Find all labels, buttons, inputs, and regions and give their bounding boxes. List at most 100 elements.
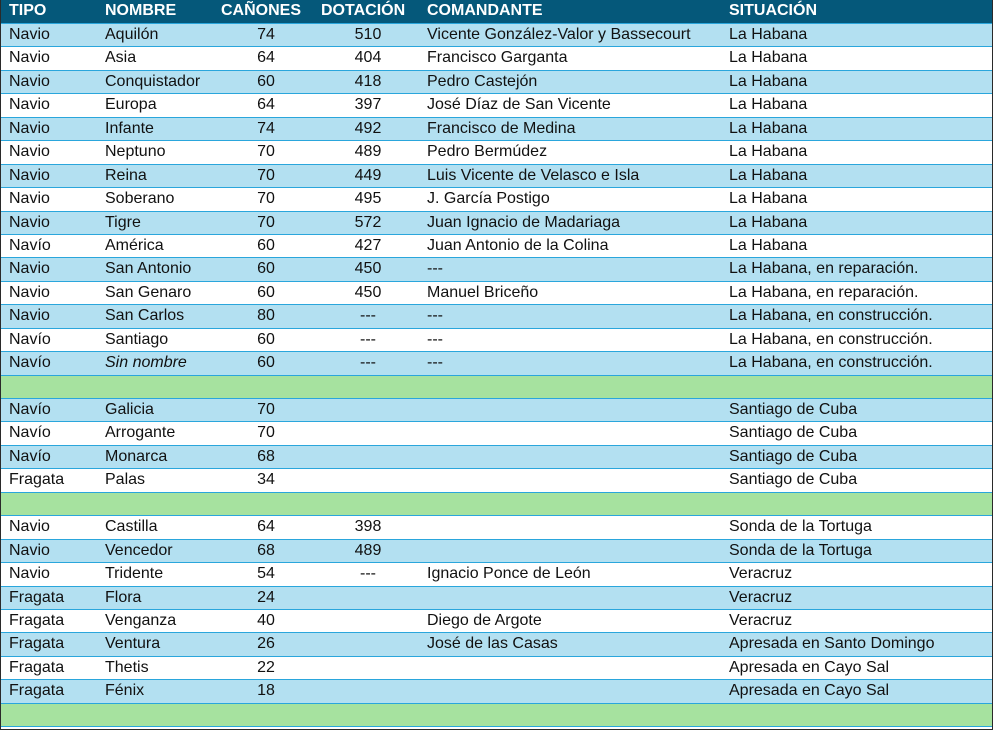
header-comandante: COMANDANTE <box>427 2 543 19</box>
cell-dotacion: 489 <box>354 541 382 559</box>
cell-situacion: Apresada en Cayo Sal <box>729 682 890 700</box>
cell-tipo: Fragata <box>9 588 65 606</box>
cell-comandante: Pedro Castejón <box>427 72 538 90</box>
cell-situacion: La Habana, en reparación. <box>729 260 919 278</box>
cell-tipo: Navio <box>9 213 50 231</box>
cell-situacion: Santiago de Cuba <box>729 401 858 418</box>
cell-tipo: Navio <box>9 143 50 161</box>
cell-nombre: Sin nombre <box>105 354 187 372</box>
cell-canones: 60 <box>257 354 275 372</box>
cell-dotacion: --- <box>360 330 376 348</box>
cell-situacion: Santiago de Cuba <box>729 471 858 489</box>
cell-dotacion: 510 <box>354 26 382 43</box>
cell-comandante: J. García Postigo <box>427 190 550 208</box>
cell-nombre: Palas <box>105 471 146 489</box>
cell-nombre: San Genaro <box>105 283 192 301</box>
table-row: Navio Tridente 54 --- Ignacio Ponce de León V… <box>1 563 992 587</box>
cell-situacion: Santiago de Cuba <box>729 447 858 465</box>
cell-dotacion: 404 <box>354 49 382 67</box>
cell-tipo: Navio <box>9 166 50 184</box>
cell-nombre: Ventura <box>105 635 161 653</box>
table-row: Navio Soberano 70 495 J. García Postigo La Ha… <box>1 188 992 212</box>
cell-nombre: Reina <box>105 166 147 184</box>
cell-situacion: La Habana <box>729 143 808 161</box>
table-row: Navío Monarca 68 Santiago de Cuba <box>1 445 992 470</box>
cell-canones: 60 <box>257 236 275 254</box>
cell-dotacion: 397 <box>354 96 382 114</box>
table-row: Navio Castilla 64 398 Sonda de la Tortuga <box>1 516 992 540</box>
table-body: Navio Aquilón 74 510 Vicente González-Valor … <box>1 24 992 728</box>
header-dotacion: DOTACIÓN <box>321 2 406 19</box>
cell-tipo: Navio <box>9 49 50 67</box>
cell-canones: 70 <box>257 143 275 161</box>
cell-nombre: San Antonio <box>105 260 192 278</box>
cell-canones: 60 <box>257 330 275 348</box>
cell-nombre: Vencedor <box>105 541 173 559</box>
cell-situacion: La Habana, en construcción. <box>729 330 933 348</box>
cell-canones: 74 <box>257 26 275 43</box>
cell-tipo: Fragata <box>9 658 65 676</box>
cell-tipo: Navio <box>9 541 50 559</box>
cell-situacion: Veracruz <box>729 611 793 629</box>
cell-comandante: Luis Vicente de Velasco e Isla <box>427 166 640 184</box>
table-header-row: TIPO NOMBRE CAÑONES DOTACIÓN COMANDANTE … <box>1 0 992 24</box>
cell-situacion: La Habana <box>729 49 808 67</box>
table-row: Navio San Carlos 80 --- --- La Habana, en co… <box>1 305 992 329</box>
cell-comandante: --- <box>427 260 443 278</box>
cell-canones: 70 <box>257 401 275 418</box>
table-row: Fragata Fénix 18 Apresada en Cayo Sal <box>1 680 992 704</box>
cell-situacion: La Habana <box>729 236 808 254</box>
cell-tipo: Navio <box>9 307 50 325</box>
cell-situacion: Veracruz <box>729 565 793 583</box>
cell-dotacion: 398 <box>354 518 382 536</box>
cell-canones: 18 <box>257 682 275 700</box>
cell-dotacion: 449 <box>354 166 382 184</box>
cell-dotacion: 450 <box>354 260 382 278</box>
cell-situacion: Apresada en Santo Domingo <box>729 635 935 653</box>
cell-situacion: La Habana <box>729 213 808 231</box>
cell-comandante: Francisco de Medina <box>427 119 576 137</box>
cell-situacion: La Habana <box>729 119 808 137</box>
cell-canones: 80 <box>257 307 275 325</box>
cell-comandante: Manuel Briceño <box>427 283 539 301</box>
cell-comandante: Vicente González-Valor y Bassecourt <box>427 26 691 43</box>
cell-canones: 60 <box>257 283 275 301</box>
cell-nombre: Aquilón <box>105 26 159 43</box>
table-row: Navío Sin nombre 60 --- --- La Habana, en co… <box>1 352 992 376</box>
cell-situacion: La Habana <box>729 26 808 43</box>
cell-canones: 68 <box>257 541 275 559</box>
cell-nombre: Arrogante <box>105 424 176 442</box>
cell-dotacion: --- <box>360 565 376 583</box>
cell-tipo: Navío <box>9 330 51 348</box>
cell-situacion: La Habana <box>729 190 808 208</box>
cell-canones: 54 <box>257 565 275 583</box>
cell-dotacion: 450 <box>354 283 382 301</box>
table-row: Navio Neptuno 70 489 Pedro Bermúdez La Habana <box>1 141 992 165</box>
cell-dotacion: --- <box>360 307 376 325</box>
cell-canones: 70 <box>257 190 275 208</box>
cell-situacion: La Habana, en construcción. <box>729 354 933 372</box>
cell-situacion: Veracruz <box>729 588 793 606</box>
cell-nombre: Flora <box>105 588 142 606</box>
cell-nombre: Galicia <box>105 401 154 418</box>
cell-tipo: Fragata <box>9 682 65 700</box>
cell-nombre: Castilla <box>105 518 158 536</box>
cell-situacion: Sonda de la Tortuga <box>729 518 872 536</box>
cell-tipo: Navio <box>9 283 50 301</box>
cell-dotacion: 427 <box>354 236 382 254</box>
cell-canones: 64 <box>257 96 275 114</box>
cell-dotacion: 495 <box>354 190 382 208</box>
cell-comandante: --- <box>427 354 443 372</box>
cell-canones: 60 <box>257 260 275 278</box>
table-row: Navio Reina 70 449 Luis Vicente de Velasco e… <box>1 164 992 189</box>
cell-comandante: Pedro Bermúdez <box>427 143 548 161</box>
cell-dotacion: 489 <box>354 143 382 161</box>
cell-nombre: Fénix <box>105 682 145 700</box>
cell-situacion: La Habana <box>729 72 808 90</box>
cell-nombre: América <box>105 236 164 254</box>
table-row: Navio Tigre 70 572 Juan Ignacio de Madariaga… <box>1 211 992 235</box>
cell-canones: 70 <box>257 166 275 184</box>
cell-tipo: Navio <box>9 565 50 583</box>
cell-nombre: Monarca <box>105 447 168 465</box>
